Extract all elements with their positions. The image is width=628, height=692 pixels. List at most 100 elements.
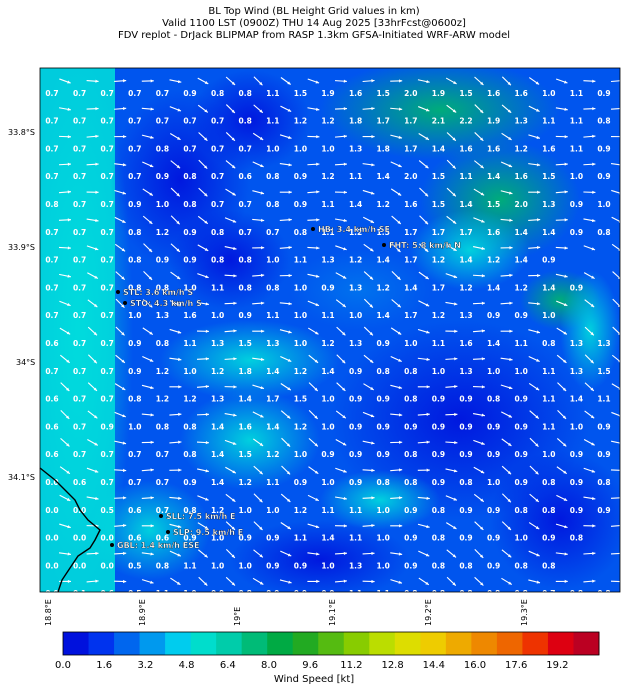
- wind-arrow-head: [425, 108, 430, 112]
- grid-value: 1.2: [349, 228, 362, 237]
- colorbar-tick: 12.8: [381, 660, 404, 671]
- grid-value: 1.0: [239, 506, 252, 515]
- grid-value: 0.9: [294, 589, 307, 598]
- station-label: STO: 4.3 km/h S: [130, 299, 202, 308]
- wind-arrow-head: [536, 108, 540, 112]
- wind-arrow-head: [314, 359, 319, 363]
- grid-value: 1.4: [211, 450, 224, 459]
- wind-arrow-head: [426, 357, 430, 361]
- wind-arrow-head: [288, 330, 292, 334]
- grid-value: 0.8: [239, 117, 252, 126]
- wind-arrow-head: [453, 302, 458, 306]
- wind-arrow-head: [398, 358, 402, 362]
- grid-value: 0.7: [239, 200, 252, 209]
- wind-arrow: [611, 440, 620, 444]
- wind-arrow-head: [150, 79, 154, 83]
- wind-arrow-head: [288, 580, 292, 584]
- station-marker: [382, 243, 386, 247]
- wind-arrow-head: [344, 607, 347, 610]
- station-label: SLP: 9.5 km/h E: [173, 528, 243, 537]
- grid-value: 1.1: [542, 395, 555, 404]
- wind-arrow-head: [592, 190, 596, 194]
- grid-value: 1.4: [266, 367, 279, 376]
- grid-value: 1.2: [239, 478, 252, 487]
- wind-arrow-head: [398, 385, 403, 390]
- grid-value: 1.3: [321, 256, 334, 265]
- grid-value: 1.5: [294, 89, 307, 98]
- wind-arrow-head: [150, 496, 154, 500]
- wind-arrow-head: [618, 248, 620, 252]
- wind-arrow-head: [564, 525, 568, 529]
- grid-value: 1.7: [432, 228, 445, 237]
- grid-value: 0.9: [377, 422, 390, 431]
- grid-value: 0.6: [45, 395, 58, 404]
- grid-value: 0.7: [45, 283, 58, 292]
- wind-arrow-head: [371, 496, 375, 500]
- wind-arrow-head: [591, 469, 596, 473]
- grid-value: 0.9: [487, 561, 500, 570]
- wind-arrow-head: [454, 384, 458, 389]
- wind-arrow-head: [316, 218, 320, 222]
- colorbar-swatch: [420, 632, 447, 655]
- grid-value: 1.0: [239, 561, 252, 570]
- grid-value: 0.9: [432, 450, 445, 459]
- grid-value: 1.6: [239, 422, 252, 431]
- grid-value: 1.2: [570, 61, 583, 70]
- wind-arrow-head: [535, 498, 539, 502]
- grid-value: 0.7: [73, 144, 86, 153]
- grid-value: 1.4: [377, 256, 390, 265]
- grid-value: 0.9: [239, 311, 252, 320]
- grid-value: 0.8: [515, 506, 528, 515]
- wind-arrow-head: [315, 302, 319, 306]
- wind-arrow-head: [508, 581, 512, 585]
- wind-arrow-head: [65, 387, 70, 391]
- grid-value: 0.7: [45, 172, 58, 181]
- wind-arrow-head: [370, 191, 375, 195]
- grid-value: 0.8: [404, 478, 417, 487]
- grid-value: 1.0: [542, 89, 555, 98]
- wind-arrow-head: [150, 552, 154, 556]
- grid-value: 1.1: [156, 589, 169, 598]
- wind-arrow: [171, 605, 180, 613]
- lon-label: 19°E: [233, 606, 242, 626]
- grid-value: 1.1: [266, 311, 279, 320]
- grid-value: 1.1: [515, 61, 528, 70]
- grid-value: 1.2: [321, 117, 334, 126]
- wind-arrow: [611, 216, 620, 223]
- grid-value: 1.0: [294, 311, 307, 320]
- wind-arrow-head: [261, 246, 265, 250]
- grid-value: 0.7: [73, 339, 86, 348]
- grid-value: 0.7: [128, 89, 141, 98]
- grid-value: 0.9: [183, 256, 196, 265]
- colorbar-tick: 1.6: [96, 660, 113, 671]
- wind-arrow-head: [536, 302, 541, 306]
- colorbar-tick: 14.4: [422, 660, 445, 671]
- grid-value: 0.7: [101, 478, 114, 487]
- grid-value: 0.9: [239, 534, 252, 543]
- grid-value: 0.7: [128, 117, 141, 126]
- grid-value: 0.9: [377, 450, 390, 459]
- wind-arrow-head: [259, 526, 263, 530]
- wind-arrow: [610, 469, 620, 471]
- grid-value: 1.2: [211, 506, 224, 515]
- station-marker: [110, 543, 114, 547]
- grid-value: 1.0: [487, 478, 500, 487]
- grid-value: 0.8: [570, 589, 583, 598]
- wind-arrow-head: [591, 247, 596, 251]
- wind-arrow-head: [398, 107, 403, 111]
- grid-value: 1.2: [377, 200, 390, 209]
- grid-value: 1.0: [570, 422, 583, 431]
- wind-arrow-head: [426, 496, 430, 500]
- grid-value: 1.1: [377, 589, 390, 598]
- grid-value: 0.9: [459, 422, 472, 431]
- wind-arrow-head: [260, 273, 265, 277]
- grid-value: 1.2: [266, 450, 279, 459]
- wind-arrow-head: [397, 331, 402, 335]
- grid-value: 1.4: [211, 478, 224, 487]
- grid-value: 1.3: [597, 339, 610, 348]
- wind-arrow-head: [371, 523, 375, 528]
- grid-value: 1.2: [294, 422, 307, 431]
- grid-value: 1.0: [183, 61, 196, 70]
- grid-value: 0.7: [128, 144, 141, 153]
- wind-arrow-head: [178, 440, 182, 444]
